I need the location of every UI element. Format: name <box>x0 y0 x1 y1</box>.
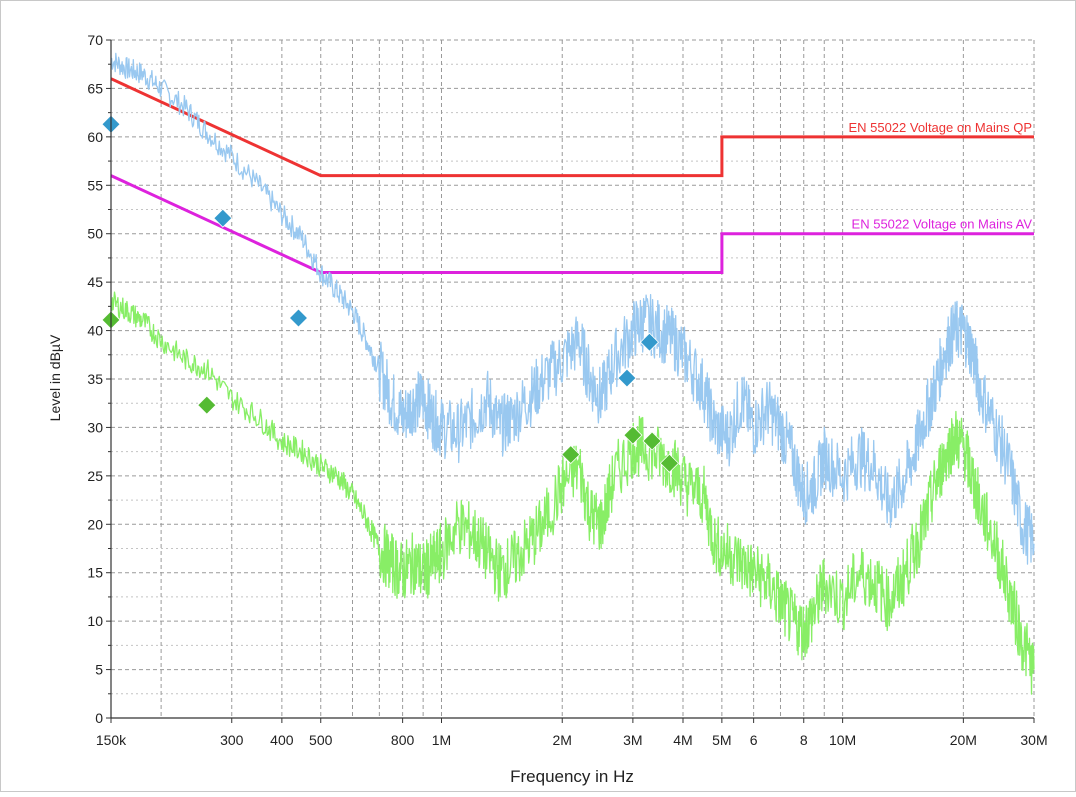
x-tick-label: 2M <box>553 732 572 748</box>
av-limit-label: EN 55022 Voltage on Mains AV <box>852 217 1033 232</box>
x-tick-label: 8 <box>800 732 808 748</box>
av-measurement-marker <box>659 453 679 473</box>
y-tick-label: 65 <box>87 80 103 96</box>
x-tick-label: 6 <box>750 732 758 748</box>
qp-measurement-marker <box>213 208 233 228</box>
x-tick-label: 500 <box>309 732 333 748</box>
y-tick-label: 0 <box>95 710 103 726</box>
qp-measurement-marker <box>639 332 660 352</box>
x-tick-label: 400 <box>270 732 294 748</box>
y-tick-label: 70 <box>87 32 103 48</box>
y-tick-label: 25 <box>87 468 103 484</box>
x-tick-label: 4M <box>673 732 692 748</box>
x-tick-label: 5M <box>712 732 731 748</box>
y-tick-label: 45 <box>87 274 103 290</box>
y-axis-title: Level in dBµV <box>47 334 63 421</box>
x-tick-label: 10M <box>829 732 856 748</box>
x-tick-label: 1M <box>432 732 451 748</box>
qp-measurement-marker <box>288 308 309 328</box>
y-tick-label: 5 <box>95 662 103 678</box>
average-trace <box>110 291 1035 695</box>
av-measurement-marker <box>642 431 662 451</box>
x-tick-label: 3M <box>623 732 642 748</box>
x-axis-title: Frequency in Hz <box>510 767 634 786</box>
x-tick-label: 20M <box>950 732 977 748</box>
plot-area <box>111 40 1034 718</box>
x-tick-label: 150k <box>96 732 127 748</box>
qp-limit-label: EN 55022 Voltage on Mains QP <box>848 120 1032 135</box>
y-tick-label: 15 <box>87 565 103 581</box>
av-limit-line <box>110 174 1034 274</box>
av-measurement-marker <box>623 425 643 445</box>
qp-limit-line <box>110 77 1034 178</box>
y-tick-label: 30 <box>87 419 103 435</box>
y-tick-label: 10 <box>87 613 103 629</box>
y-tick-label: 40 <box>87 323 103 339</box>
x-tick-label: 30M <box>1020 732 1047 748</box>
y-tick-label: 60 <box>87 129 103 145</box>
y-tick-label: 50 <box>87 226 103 242</box>
av-measurement-marker <box>561 444 581 465</box>
y-tick-label: 55 <box>87 177 103 193</box>
y-tick-label: 20 <box>87 516 103 532</box>
qp-measurement-marker <box>617 368 637 388</box>
x-tick-label: 800 <box>391 732 415 748</box>
peak-trace <box>110 52 1035 565</box>
y-tick-label: 35 <box>87 371 103 387</box>
av-measurement-marker <box>197 395 217 415</box>
x-tick-label: 300 <box>220 732 244 748</box>
